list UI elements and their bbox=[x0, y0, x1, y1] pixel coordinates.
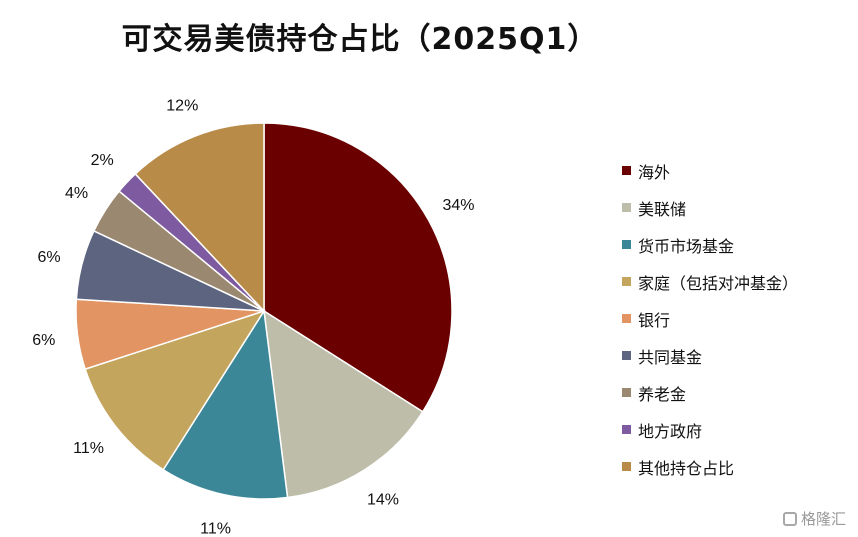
data-label-2: 11% bbox=[200, 521, 231, 537]
legend-swatch bbox=[622, 277, 631, 286]
legend: 海外美联储货币市场基金家庭（包括对冲基金） 银行共同基金养老金地方政府其他持仓占比 bbox=[622, 152, 798, 485]
data-label-7: 2% bbox=[91, 152, 114, 169]
data-label-8: 12% bbox=[166, 98, 198, 115]
legend-swatch bbox=[622, 351, 631, 360]
legend-swatch bbox=[622, 240, 631, 249]
legend-label: 银行 bbox=[638, 310, 671, 330]
legend-swatch bbox=[622, 166, 631, 175]
legend-item-8: 其他持仓占比 bbox=[622, 448, 798, 485]
legend-label: 其他持仓占比 bbox=[638, 458, 735, 478]
legend-item-5: 共同基金 bbox=[622, 337, 798, 374]
data-label-0: 34% bbox=[442, 197, 474, 214]
watermark-logo-icon bbox=[782, 511, 797, 526]
legend-item-1: 美联储 bbox=[622, 189, 798, 226]
watermark: 格隆汇 bbox=[782, 508, 846, 529]
legend-swatch bbox=[622, 425, 631, 434]
chart-title: 可交易美债持仓占比（2025Q1） bbox=[121, 22, 599, 57]
legend-item-0: 海外 bbox=[622, 152, 798, 189]
legend-item-3: 家庭（包括对冲基金） bbox=[622, 263, 798, 300]
pie-slice-0 bbox=[263, 122, 453, 413]
legend-label: 海外 bbox=[638, 162, 671, 182]
legend-swatch bbox=[622, 462, 631, 471]
pie-slice-2 bbox=[162, 308, 289, 500]
data-label-4: 6% bbox=[32, 332, 55, 349]
data-labels: 34% 14% 11% 11% 6% 6% 4%2% 12% bbox=[32, 98, 474, 537]
watermark-text: 格隆汇 bbox=[800, 510, 846, 528]
legend-label: 共同基金 bbox=[638, 347, 703, 367]
legend-swatch bbox=[622, 388, 631, 397]
pie-slice-8 bbox=[134, 122, 265, 313]
legend-item-2: 货币市场基金 bbox=[622, 226, 798, 263]
legend-label: 养老金 bbox=[638, 384, 687, 404]
pie-slices bbox=[75, 122, 453, 500]
legend-label: 美联储 bbox=[638, 199, 687, 219]
legend-label: 地方政府 bbox=[638, 421, 703, 441]
legend-item-4: 银行 bbox=[622, 300, 798, 337]
legend-label: 家庭（包括对冲基金） bbox=[638, 273, 799, 293]
legend-item-6: 养老金 bbox=[622, 374, 798, 411]
pie-slice-1 bbox=[263, 309, 424, 499]
data-label-3: 11% bbox=[73, 440, 104, 457]
data-label-5: 6% bbox=[37, 249, 60, 266]
data-label-1: 14% bbox=[367, 491, 399, 508]
data-label-6: 4% bbox=[65, 185, 88, 202]
legend-swatch bbox=[622, 314, 631, 323]
pie-slice-3 bbox=[84, 309, 266, 471]
legend-label: 货币市场基金 bbox=[638, 236, 735, 256]
legend-swatch bbox=[622, 203, 631, 212]
legend-item-7: 地方政府 bbox=[622, 411, 798, 448]
